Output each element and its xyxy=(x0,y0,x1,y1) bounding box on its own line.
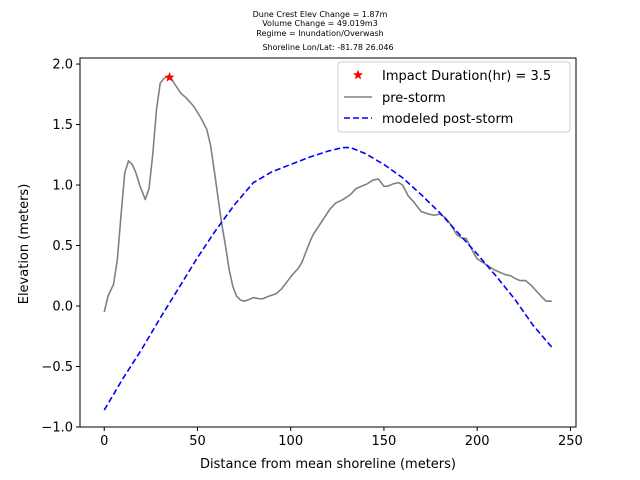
y-tick-label: 1.0 xyxy=(52,179,73,194)
y-axis-label: Elevation (meters) xyxy=(17,184,32,305)
x-tick-label: 250 xyxy=(558,434,583,449)
axis-ticks: 0 50 100 150 200 250 −1.0 −0.5 0.0 0.5 1.0 1.5 2.0 xyxy=(41,58,582,449)
legend-entry-impact: Impact Duration(hr) = 3.5 xyxy=(352,69,551,84)
x-tick-label: 50 xyxy=(189,434,206,449)
y-tick-label: 0.5 xyxy=(52,239,73,254)
x-tick-label: 200 xyxy=(465,434,490,449)
legend-label-pre-storm: pre-storm xyxy=(382,91,446,106)
series-line-post-storm xyxy=(103,146,553,411)
legend-entry-post-storm: modeled post-storm xyxy=(344,112,513,127)
axes-frame xyxy=(79,57,577,428)
y-tick-label: −0.5 xyxy=(41,360,73,375)
legend-entry-pre-storm: pre-storm xyxy=(344,91,446,106)
x-tick-label: 0 xyxy=(100,434,108,449)
title-line-shoreline: Shoreline Lon/Lat: -81.78 26.046 xyxy=(262,43,393,52)
title-line-regime: Regime = Inundation/Overwash xyxy=(256,29,383,38)
x-tick-label: 100 xyxy=(278,434,303,449)
legend-frame xyxy=(337,61,571,133)
y-tick-label: −1.0 xyxy=(41,421,73,436)
legend-label-impact: Impact Duration(hr) = 3.5 xyxy=(382,69,551,84)
y-tick-label: 2.0 xyxy=(52,58,73,73)
legend-label-post-storm: modeled post-storm xyxy=(382,112,513,127)
series-line-pre-storm xyxy=(103,75,552,313)
chart-legend: Impact Duration(hr) = 3.5 pre-storm mode… xyxy=(337,61,571,133)
legend-star-marker xyxy=(352,69,364,80)
x-tick-label: 150 xyxy=(372,434,397,449)
title-line-volume: Volume Change = 49.019m3 xyxy=(262,19,378,28)
impact-star-marker xyxy=(164,72,175,82)
x-axis-label: Distance from mean shoreline (meters) xyxy=(200,457,456,472)
y-tick-label: 0.0 xyxy=(52,300,73,315)
plot-area xyxy=(79,57,577,428)
title-line-dune-crest: Dune Crest Elev Change = 1.87m xyxy=(253,10,388,19)
chart-title-block: Dune Crest Elev Change = 1.87m Volume Ch… xyxy=(253,10,394,52)
y-tick-label: 1.5 xyxy=(52,118,73,133)
